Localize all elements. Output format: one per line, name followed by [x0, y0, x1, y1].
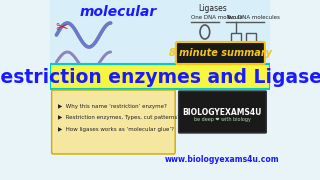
Text: One DNA molecule: One DNA molecule	[191, 15, 243, 19]
FancyBboxPatch shape	[176, 42, 265, 64]
Text: ▶  Why this name ‘restriction’ enzyme?: ▶ Why this name ‘restriction’ enzyme?	[58, 103, 167, 109]
Text: Ligases: Ligases	[198, 3, 227, 12]
FancyBboxPatch shape	[179, 91, 266, 133]
Text: Two DNA molecules: Two DNA molecules	[226, 15, 279, 19]
FancyBboxPatch shape	[50, 64, 270, 89]
Text: Restriction enzymes and Ligases: Restriction enzymes and Ligases	[0, 68, 320, 87]
Text: be deep ❤ with biology: be deep ❤ with biology	[194, 118, 251, 123]
Text: BIOLOGYEXAMS4U: BIOLOGYEXAMS4U	[182, 107, 262, 116]
Bar	[231, 33, 241, 45]
FancyBboxPatch shape	[52, 90, 175, 154]
Text: ▶  Restriction enzymes, Types, cut patterns?: ▶ Restriction enzymes, Types, cut patter…	[58, 116, 180, 120]
Bar	[246, 33, 256, 45]
Text: www.biologyexams4u.com: www.biologyexams4u.com	[165, 156, 279, 165]
Text: ✂: ✂	[56, 21, 68, 35]
FancyBboxPatch shape	[50, 0, 270, 90]
Text: 8 minute summary: 8 minute summary	[169, 48, 272, 58]
Text: ▶  How ligases works as ‘molecular glue’?: ▶ How ligases works as ‘molecular glue’?	[58, 127, 174, 132]
Text: molecular: molecular	[80, 5, 157, 19]
